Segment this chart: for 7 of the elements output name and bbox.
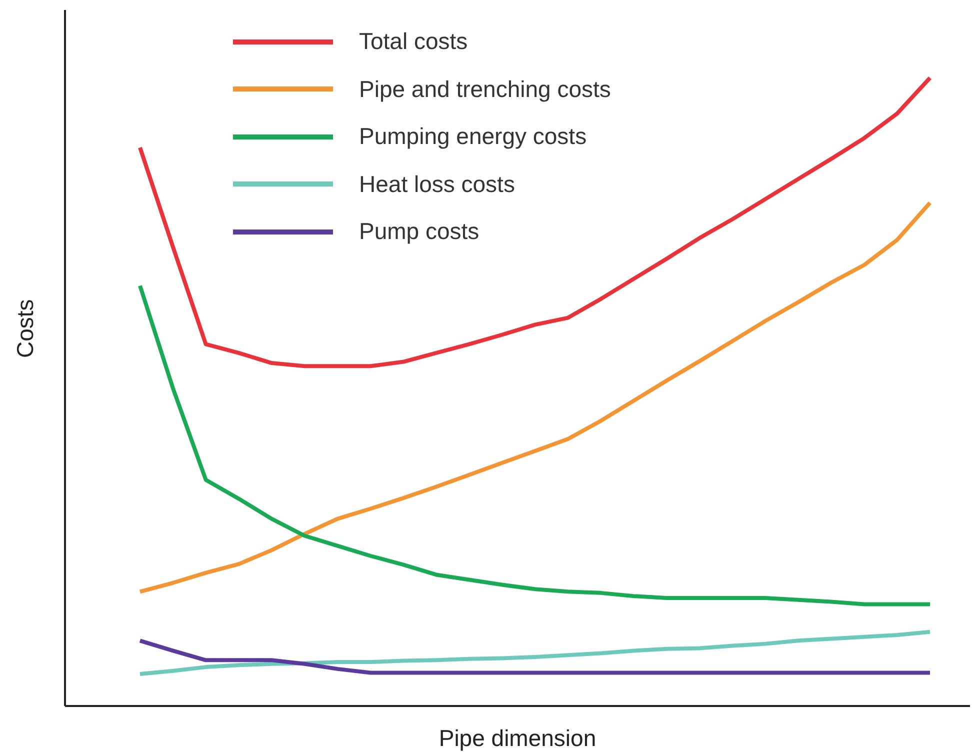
y-axis-title: Costs (12, 299, 38, 358)
legend-label: Pipe and trenching costs (359, 76, 611, 103)
legend-label: Pumping energy costs (359, 123, 587, 150)
legend-label: Pump costs (359, 218, 480, 246)
legend-label: Heat loss costs (359, 170, 515, 198)
legend-label: Total costs (359, 28, 468, 56)
x-axis-title: Pipe dimension (438, 725, 596, 751)
